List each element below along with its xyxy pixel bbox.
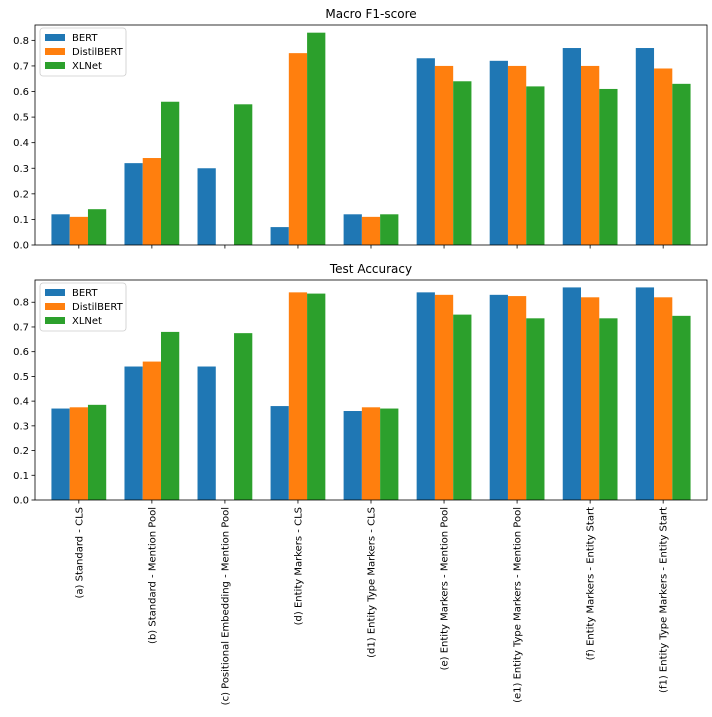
y-tick-label: 0.3: [13, 421, 29, 432]
bar-xlnet-7: [526, 86, 545, 245]
bar-xlnet-7: [526, 318, 545, 500]
y-tick-label: 0.3: [13, 164, 29, 175]
x-tick-label: (b) Standard - Mention Pool: [147, 507, 158, 644]
bar-distilbert-4: [288, 292, 308, 500]
bar-bert-1: [51, 408, 70, 500]
legend-swatch-bert: [45, 289, 65, 296]
bar-distilbert-5: [361, 216, 381, 245]
bar-distilbert-7: [507, 65, 527, 245]
bar-bert-8: [562, 287, 581, 500]
x-tick-label: (f) Entity Markers - Entity Start: [586, 507, 597, 660]
bar-distilbert-1: [69, 216, 88, 245]
y-tick-label: 0.7: [13, 61, 29, 72]
chart-title: Test Accuracy: [329, 262, 412, 276]
bar-distilbert-2: [142, 158, 161, 245]
y-tick-label: 0.7: [13, 322, 29, 333]
bar-xlnet-3: [234, 333, 253, 500]
x-tick-label: (f1) Entity Type Markers - Entity Start: [659, 507, 670, 693]
bar-bert-7: [489, 294, 508, 500]
x-tick-label: (e1) Entity Type Markers - Mention Pool: [513, 507, 524, 703]
legend-label-xlnet: XLNet: [72, 61, 102, 72]
bar-bert-8: [562, 48, 581, 245]
bar-xlnet-8: [599, 318, 618, 500]
legend-swatch-xlnet: [45, 317, 65, 324]
bar-xlnet-9: [672, 315, 691, 500]
y-tick-label: 0.4: [13, 138, 29, 149]
bar-distilbert-6: [434, 65, 454, 245]
bar-bert-6: [416, 58, 435, 245]
bar-distilbert-9: [654, 68, 673, 245]
x-tick-label: (e) Entity Markers - Mention Pool: [440, 507, 451, 670]
y-tick-label: 0.0: [13, 496, 29, 507]
legend-swatch-xlnet: [45, 62, 65, 69]
bar-xlnet-4: [307, 293, 326, 500]
chart-panel-2: Test Accuracy 0.0 0.1 0.2 0.3 0.4 0.5 0.6 0.7 0.8…: [13, 262, 708, 705]
bar-xlnet-5: [380, 214, 399, 245]
y-tick-label: 0.6: [13, 347, 29, 358]
legend-label-xlnet: XLNet: [72, 316, 102, 327]
bar-xlnet-6: [453, 314, 472, 500]
bar-xlnet-6: [453, 81, 472, 245]
y-tick-label: 0.2: [13, 189, 29, 200]
bar-distilbert-9: [654, 297, 673, 500]
legend-label-bert: BERT: [72, 33, 98, 44]
bar-bert-4: [270, 227, 289, 245]
bar-distilbert-5: [361, 407, 381, 500]
x-tick-label: (c) Positional Embedding - Mention Pool: [220, 507, 231, 705]
bar-distilbert-1: [69, 407, 88, 500]
bar-distilbert-2: [142, 361, 161, 500]
legend: BERT DistilBERT XLNet: [39, 282, 127, 332]
bar-bert-9: [635, 48, 655, 245]
legend-swatch-bert: [45, 34, 65, 41]
bar-distilbert-7: [507, 296, 527, 500]
y-tick-label: 0.0: [13, 241, 29, 252]
y-tick-label: 0.1: [13, 215, 29, 226]
bar-xlnet-2: [161, 101, 180, 245]
y-tick-label: 0.5: [13, 113, 29, 124]
legend-label-distilbert: DistilBERT: [72, 302, 124, 313]
bar-bert-3: [197, 366, 216, 500]
bar-xlnet-3: [234, 104, 253, 245]
bar-distilbert-4: [288, 53, 308, 246]
bar-xlnet-1: [87, 404, 107, 500]
bar-bert-5: [343, 411, 362, 500]
bar-bert-3: [197, 168, 216, 245]
bar-xlnet-9: [672, 83, 691, 245]
chart-panel-1: Macro F1-score 0.0 0.1 0.2 0.3 0.4 0.5 0.6 0.7 0.…: [13, 7, 708, 252]
bar-bert-7: [489, 60, 508, 246]
x-tick-label: (d1) Entity Type Markers - CLS: [367, 507, 378, 658]
bar-bert-5: [343, 214, 362, 245]
y-tick-label: 0.2: [13, 446, 29, 457]
bar-bert-6: [416, 292, 435, 500]
legend-swatch-distilbert: [45, 48, 65, 55]
bar-bert-2: [124, 163, 143, 245]
x-tick-label: (a) Standard - CLS: [74, 507, 85, 598]
bar-xlnet-5: [380, 408, 399, 500]
legend-label-bert: BERT: [72, 288, 98, 299]
legend-label-distilbert: DistilBERT: [72, 47, 124, 58]
bar-bert-4: [270, 406, 289, 500]
bar-distilbert-8: [581, 297, 600, 500]
bar-xlnet-4: [307, 32, 326, 245]
legend: BERT DistilBERT XLNet: [39, 27, 127, 77]
x-tick-label: (d) Entity Markers - CLS: [293, 507, 304, 625]
y-tick-label: 0.6: [13, 87, 29, 98]
legend-swatch-distilbert: [45, 303, 65, 310]
y-tick-label: 0.1: [13, 471, 29, 482]
y-tick-label: 0.5: [13, 372, 29, 383]
bar-bert-9: [635, 287, 655, 500]
chart-title: Macro F1-score: [325, 7, 416, 21]
bar-xlnet-8: [599, 88, 618, 245]
bar-xlnet-2: [161, 331, 180, 500]
y-tick-label: 0.4: [13, 397, 29, 408]
bar-bert-2: [124, 366, 143, 500]
bar-distilbert-6: [434, 294, 454, 500]
bar-xlnet-1: [87, 209, 107, 245]
bar-bert-1: [51, 214, 70, 245]
y-tick-label: 0.8: [13, 36, 29, 47]
bar-distilbert-8: [581, 65, 600, 245]
y-tick-label: 0.8: [13, 298, 29, 309]
